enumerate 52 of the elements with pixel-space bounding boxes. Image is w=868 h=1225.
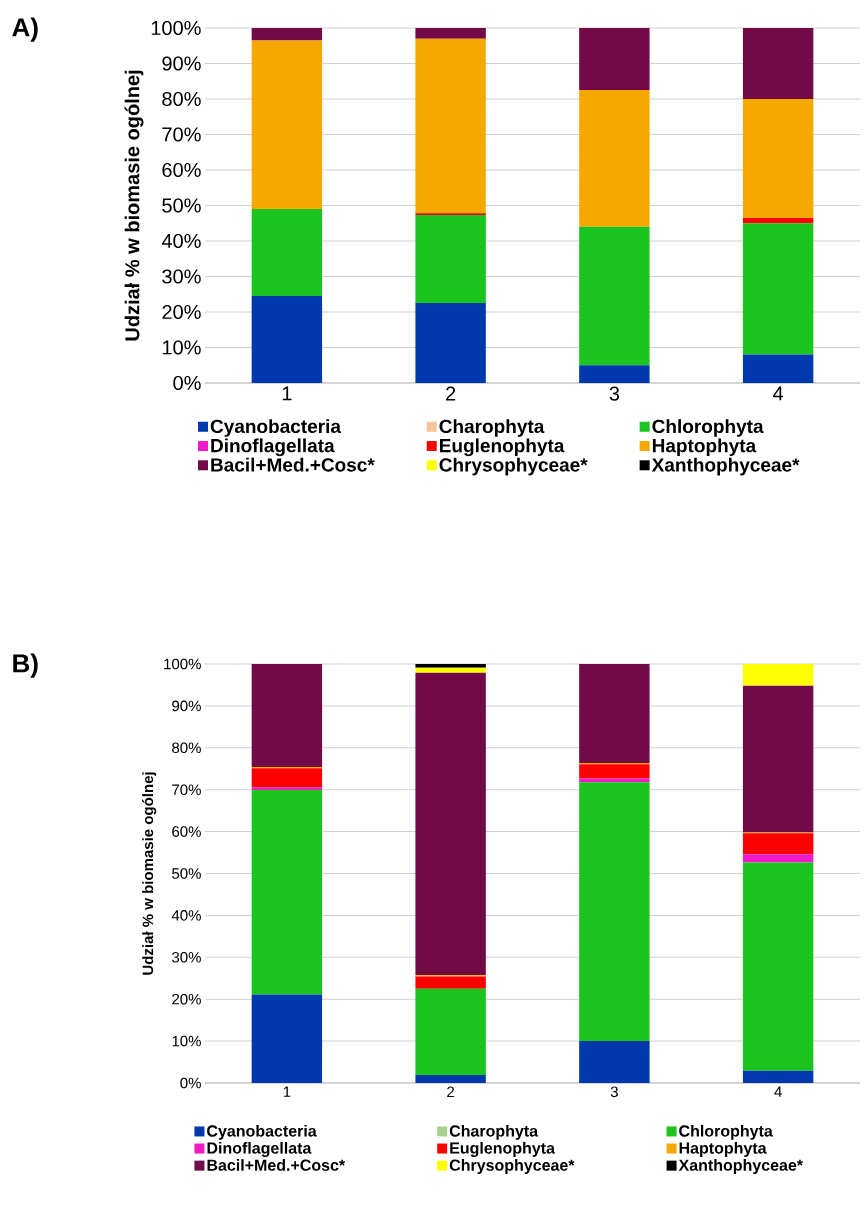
legend-label: Chrysophyceae* [439,457,588,476]
legend-label: Charophyta [439,419,545,437]
x-tick-label: 3 [610,1086,618,1098]
y-tick-label: 30% [162,269,201,284]
y-tick-label: 20% [162,304,201,320]
y-tick-label: 30% [172,951,201,963]
y-tick-label: 0% [180,1077,201,1089]
legend-label: Dinoflagellata [211,438,335,457]
x-tick-label: 2 [446,386,456,401]
y-tick-label: 60% [172,826,201,837]
y-tick-label: 70% [162,127,201,142]
y-tick-label: 60% [162,162,201,178]
legend-label: Xanthophyceae* [678,1159,804,1175]
y-tick-label: 10% [172,1035,201,1047]
y-tick-label: 90% [172,700,201,712]
legend-label: Bacil+Med.+Cosc* [207,1159,346,1171]
x-tick-label: 3 [609,386,620,401]
legend-label: Xanthophyceae* [651,457,800,476]
y-tick-label: 40% [161,233,201,249]
y-tick-label: 80% [162,91,201,107]
x-tick-label: 4 [774,1086,782,1097]
y-tick-label: 100% [151,20,201,36]
y-axis-title: Udział % w biomasie ogólnej [124,70,144,341]
legend-label: Chlorophyta [652,419,764,437]
y-tick-label: 80% [172,742,201,754]
legend-label: Dinoflagellata [207,1142,312,1157]
legend-label: Bacil+Med.+Cosc* [211,457,375,472]
legend-label: Euglenophyta [450,1142,556,1157]
y-tick-label: 50% [162,198,201,213]
x-tick-label: 4 [773,386,784,401]
y-tick-label: 40% [171,910,201,921]
y-tick-label: 100% [164,658,201,670]
y-tick-label: 0% [173,375,201,391]
legend-label: Cyanobacteria [210,419,342,437]
y-tick-label: 20% [172,993,201,1005]
y-tick-label: 90% [162,56,201,71]
y-tick-label: 70% [172,784,201,795]
legend-label: Haptophyta [652,438,757,457]
chart-title: A) [12,17,38,42]
y-axis-title: Udział % w biomasie ogólnej [142,772,157,975]
chart-title: B) [13,653,38,678]
x-tick-label: 2 [447,1086,455,1097]
x-tick-label: 1 [283,1086,291,1097]
x-tick-label: 1 [282,386,292,401]
y-tick-label: 50% [172,868,201,879]
legend-label: Haptophyta [679,1142,767,1157]
legend-label: Euglenophyta [440,438,565,457]
y-tick-label: 10% [162,340,201,355]
legend-label: Chlorophyta [679,1124,773,1140]
legend-label: Chrysophyceae* [449,1159,575,1175]
legend-label: Cyanobacteria [207,1124,317,1140]
legend-label: Charophyta [449,1124,539,1140]
